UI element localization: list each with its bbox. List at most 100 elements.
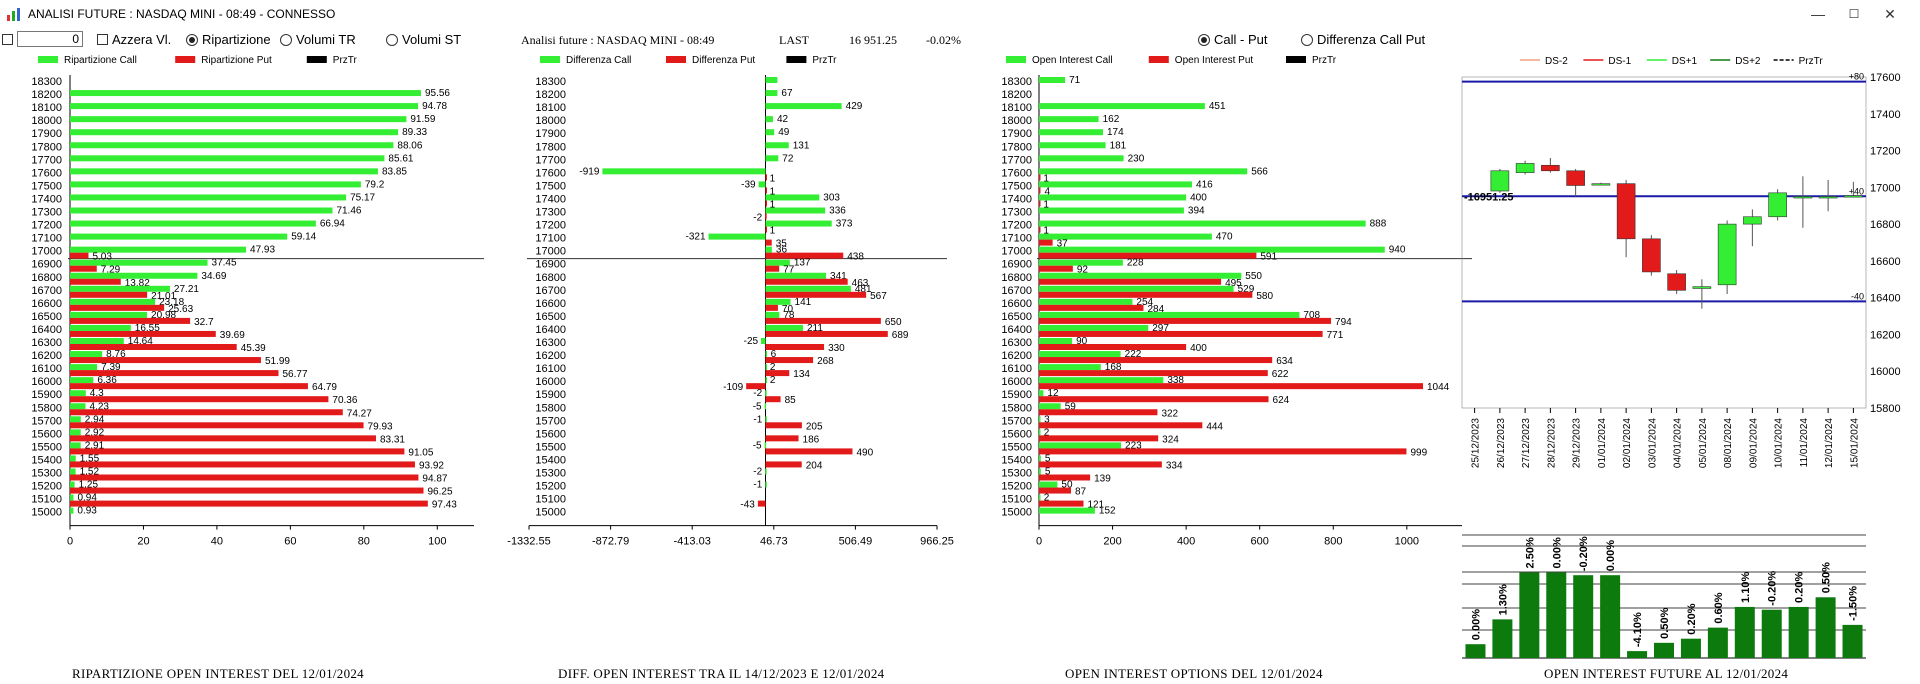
value-checkbox[interactable] (2, 33, 13, 45)
call-value-label: 336 (829, 206, 846, 217)
call-value-label: 90 (1076, 336, 1088, 347)
strike-label: 17400 (1001, 193, 1032, 205)
call-bar (765, 468, 767, 475)
diff-call-put-radio[interactable] (1301, 33, 1313, 46)
future-oi-bar (1788, 606, 1809, 658)
caption-diff-oi: DIFF. OPEN INTEREST TRA IL 14/12/2023 E … (558, 666, 885, 681)
maximize-button[interactable]: ☐ (1848, 7, 1860, 21)
x-tick-label: 0 (67, 536, 73, 548)
legend-label: PrzTr (812, 55, 837, 66)
put-value-label: 400 (1190, 343, 1207, 354)
call-bar (70, 494, 74, 501)
candle-body (1793, 196, 1813, 199)
put-bar (1039, 422, 1203, 429)
put-bar (1039, 226, 1041, 233)
put-bar (1039, 344, 1187, 350)
future-oi-label: -4.10% (1632, 612, 1644, 647)
strike-label: 15300 (535, 468, 566, 480)
call-bar (765, 311, 780, 318)
call-bar (1039, 468, 1041, 475)
legend-label: Open Interest Call (1032, 55, 1113, 66)
strike-label: 17200 (535, 220, 566, 232)
call-bar (764, 403, 767, 410)
value-control: 0 (2, 31, 83, 47)
x-tick-label: 0 (1036, 536, 1042, 548)
put-value-label: 39.69 (220, 330, 245, 341)
x-tick-label: 80 (358, 536, 370, 548)
volumi-st-radio[interactable] (386, 33, 398, 46)
put-bar (1039, 370, 1268, 377)
minimize-button[interactable]: — (1811, 6, 1825, 22)
put-value-label: 35 (776, 239, 788, 250)
ripartizione-option[interactable]: Ripartizione (186, 32, 271, 47)
call-put-radio[interactable] (1198, 33, 1210, 46)
call-bar (765, 259, 790, 266)
strike-label: 15000 (1001, 507, 1032, 519)
strike-label: 16500 (31, 311, 62, 323)
call-value-label: 89.33 (402, 127, 427, 138)
call-value-label: 222 (1125, 349, 1142, 360)
call-value-label: 566 (1251, 166, 1268, 177)
future-oi-bar (1707, 627, 1728, 658)
strike-label: 16800 (1001, 272, 1032, 284)
put-bar (70, 409, 343, 416)
strike-label: 16000 (31, 376, 62, 388)
future-oi-bar (1734, 606, 1755, 658)
future-oi-label: 0.50% (1821, 562, 1833, 593)
app-chart-icon (7, 8, 20, 21)
call-bar (1039, 233, 1212, 240)
last-change: -0.02% (926, 33, 961, 47)
strike-label: 16900 (1001, 259, 1032, 271)
call-put-option[interactable]: Call - Put (1198, 32, 1267, 47)
strike-label: 17800 (1001, 141, 1032, 153)
call-value-label: 36 (776, 245, 788, 256)
volumi-st-option[interactable]: Volumi ST (386, 32, 461, 47)
put-value-label: 91.05 (408, 447, 433, 458)
call-bar (765, 116, 773, 123)
call-value-label: 50 (1061, 480, 1073, 491)
put-value-label: 334 (1166, 460, 1183, 471)
date-label: 08/01/2024 (1723, 418, 1734, 468)
date-label: 11/01/2024 (1799, 418, 1810, 468)
ripartizione-radio[interactable] (186, 33, 198, 46)
call-value-label: 940 (1389, 245, 1406, 256)
value-input[interactable]: 0 (17, 31, 83, 47)
put-bar (1039, 474, 1091, 481)
put-bar (70, 278, 121, 285)
last-value: 16 951.25 (849, 33, 897, 47)
put-value-label: 64.79 (312, 382, 337, 393)
volumi-tr-radio[interactable] (280, 33, 292, 46)
call-value-label: 16.55 (135, 323, 160, 334)
strike-label: 15400 (31, 454, 62, 466)
put-bar (765, 252, 844, 259)
call-value-label: -5 (753, 440, 762, 451)
put-value-label: 74.27 (347, 408, 372, 419)
azzera-checkbox[interactable] (97, 34, 108, 45)
call-bar (765, 103, 842, 110)
call-value-label: 94.78 (422, 101, 447, 112)
azzera-control[interactable]: Azzera Vl. (97, 32, 171, 47)
close-button[interactable]: ✕ (1884, 6, 1896, 22)
put-value-label: 70 (782, 304, 794, 315)
strike-label: 18100 (31, 102, 62, 114)
candle-body (1743, 216, 1762, 225)
candle-body (1642, 238, 1661, 273)
strike-label: 17800 (31, 141, 62, 153)
call-value-label: 137 (794, 258, 811, 269)
call-bar (1039, 507, 1095, 514)
call-value-label: 0.94 (77, 493, 97, 504)
call-value-label: 47.93 (250, 245, 275, 256)
call-bar (761, 338, 766, 344)
date-label: 03/01/2024 (1647, 418, 1658, 468)
volumi-tr-option[interactable]: Volumi TR (280, 32, 356, 47)
future-oi-label: 0.00% (1470, 609, 1482, 640)
put-bar (70, 357, 261, 364)
x-tick-label: 506.49 (839, 536, 873, 548)
legend-label: Open Interest Put (1175, 55, 1254, 66)
strike-label: 18200 (1001, 89, 1032, 101)
call-value-label: -1 (753, 480, 762, 491)
diff-call-put-option[interactable]: Differenza Call Put (1301, 32, 1425, 47)
strike-label: 15800 (31, 402, 62, 414)
put-value-label: 622 (1272, 369, 1289, 380)
put-value-label: 139 (1094, 474, 1111, 485)
